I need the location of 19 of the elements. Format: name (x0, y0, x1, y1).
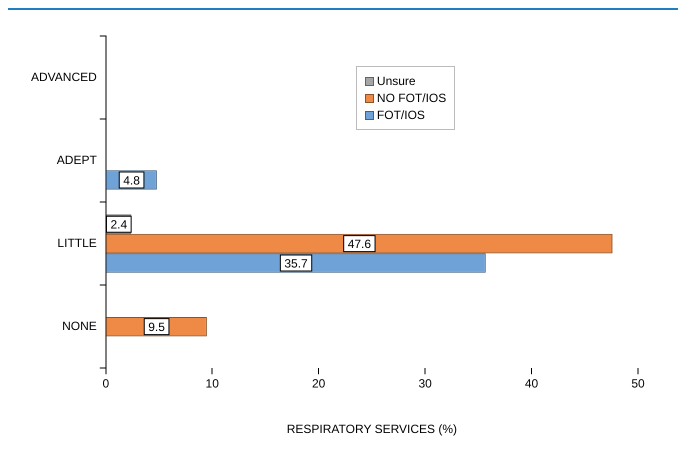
data-label: 9.5 (148, 320, 166, 334)
x-tick-label: 0 (102, 376, 110, 391)
legend-label: NO FOT/IOS (376, 91, 446, 105)
x-tick-label: 20 (312, 376, 326, 391)
y-tick-label: ADVANCED (30, 70, 98, 84)
data-label: 2.4 (110, 218, 128, 232)
x-tick-label: 50 (631, 376, 645, 391)
x-axis-title: RESPIRATORY SERVICES (%) (286, 422, 458, 436)
y-tick-label: NONE (62, 318, 97, 333)
y-tick-label: ADEPT (56, 152, 98, 167)
x-tick-label: 30 (418, 376, 432, 391)
x-tick-label: 10 (206, 376, 220, 391)
legend-label: Unsure (376, 74, 416, 88)
data-label: 35.7 (284, 256, 308, 270)
legend-label: FOT/IOS (376, 108, 425, 122)
x-tick-label: 40 (524, 376, 539, 391)
data-label: 4.8 (123, 173, 140, 188)
data-label: 47.6 (348, 236, 372, 251)
y-tick-label: LITTLE (57, 236, 97, 250)
